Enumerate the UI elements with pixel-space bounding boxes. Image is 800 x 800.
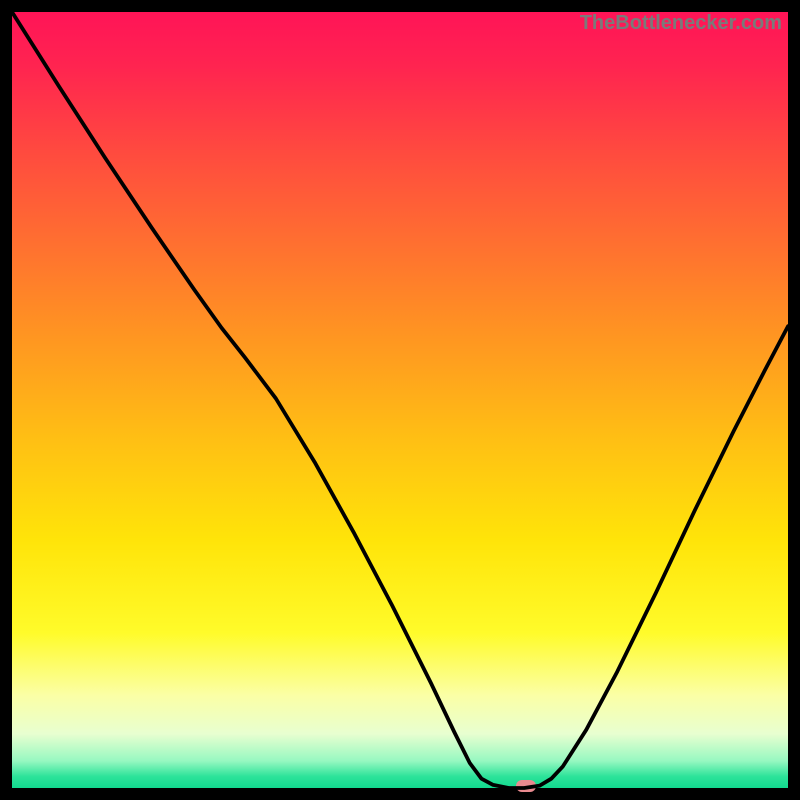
plot-area: TheBottlenecker.com xyxy=(12,12,788,788)
curve-path xyxy=(12,12,788,788)
chart-stage: TheBottlenecker.com xyxy=(0,0,800,800)
bottleneck-curve xyxy=(12,12,788,788)
